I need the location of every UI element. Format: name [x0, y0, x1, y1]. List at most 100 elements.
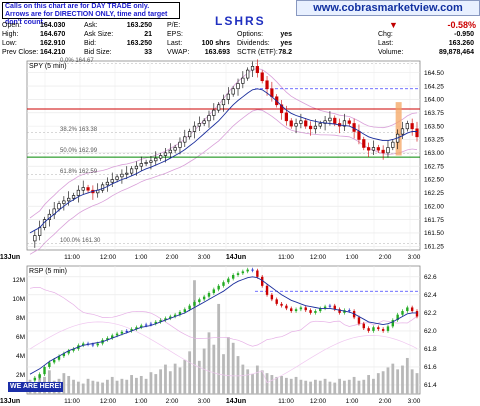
fib-label: 61.8% 162.59	[60, 169, 98, 175]
candle-body	[260, 72, 264, 82]
volume-bar	[125, 379, 129, 394]
rsp-candle-body	[33, 377, 37, 381]
rsp-moving-average-line	[29, 276, 417, 375]
volume-bar	[396, 369, 400, 394]
rsp-candle-body	[275, 299, 278, 304]
candle-body	[212, 109, 216, 116]
candle-body	[33, 235, 37, 242]
candle-body	[38, 227, 42, 236]
rsp-candle-body	[57, 356, 61, 360]
price-tick-label: 162.50	[424, 177, 444, 184]
quote-label: P/E:	[167, 22, 181, 29]
rsp-candle-body	[140, 325, 143, 328]
rsp-candle-body	[241, 271, 245, 274]
quote-label: Volume:	[378, 49, 404, 56]
price-tick-label: 164.50	[424, 70, 444, 77]
highlight-box	[395, 102, 402, 156]
candle-body	[67, 197, 71, 202]
price-tick-label: 162.25	[424, 190, 444, 197]
volume-bar	[405, 357, 409, 394]
volume-bar	[294, 376, 298, 394]
quote-value: 164.030	[40, 22, 66, 29]
volume-bar	[91, 380, 95, 394]
rsp-candle-body	[357, 317, 361, 324]
price-tick-label: 161.25	[424, 243, 444, 250]
volume-bar	[357, 380, 361, 394]
rsp-x-tick-label: 13Jun	[0, 398, 20, 405]
price-x-tick-label: 11:00	[278, 254, 294, 261]
rsp-right-tick-label: 61.4	[424, 382, 437, 389]
volume-bar	[415, 373, 419, 394]
rsp-candle-body	[285, 305, 288, 309]
candle-body	[173, 147, 177, 151]
quote-label: High:	[2, 31, 19, 38]
rsp-candle-body	[48, 362, 51, 367]
rsp-candle-body	[169, 316, 172, 319]
volume-bar	[333, 382, 337, 394]
rsp-candle-body	[348, 310, 351, 312]
rsp-candle-body	[212, 289, 216, 294]
volume-bar	[251, 374, 254, 394]
rsp-candle-body	[309, 310, 312, 313]
price-tick-label: 163.50	[424, 123, 444, 130]
rsp-candle-body	[270, 294, 274, 300]
volume-bar	[314, 379, 317, 394]
rsp-candle-body	[299, 307, 303, 310]
rsp-candle-body	[314, 311, 317, 313]
rsp-candle-body	[290, 308, 293, 312]
volume-bar	[280, 375, 283, 394]
rsp-candle-body	[217, 285, 220, 290]
quote-label: Last:	[167, 40, 183, 47]
moving-average-line	[29, 88, 417, 234]
disclaimer-line-1: Calls on this chart are for DAY TRADE on…	[5, 3, 150, 10]
rsp-candle-body	[294, 309, 298, 312]
quote-value: yes	[280, 40, 292, 47]
volume-bar	[347, 379, 351, 394]
candle-body	[183, 136, 187, 143]
symbol-title: LSHRS	[215, 14, 266, 28]
quote-value: -0.950	[454, 31, 474, 38]
candle-body	[134, 165, 139, 170]
volume-bar	[410, 369, 414, 394]
quote-label: Options:	[237, 31, 264, 38]
volume-bar	[323, 378, 327, 394]
rsp-candle-body	[367, 328, 370, 331]
price-x-tick-label: 1:00	[346, 254, 359, 261]
candle-body	[284, 112, 288, 122]
price-x-tick-label: 13Jun	[0, 254, 20, 261]
candle-body	[362, 139, 366, 148]
volume-bar	[76, 381, 80, 394]
volume-bar	[255, 365, 259, 394]
volume-bar	[372, 378, 375, 394]
rsp-candle-body	[198, 299, 201, 303]
volume-tick-label: 10M	[12, 296, 25, 303]
rsp-x-tick-label: 3:00	[408, 398, 421, 405]
price-x-tick-label: 12:00	[100, 254, 117, 261]
rsp-candle-body	[62, 353, 66, 357]
volume-bar	[86, 378, 90, 394]
candle-body	[192, 125, 197, 132]
rsp-candle-body	[227, 278, 230, 283]
website-link[interactable]: www.cobrasmarketview.com	[296, 0, 480, 16]
quote-label: Ask Size:	[84, 31, 114, 38]
candle-body	[76, 189, 80, 196]
quote-label: EPS:	[167, 31, 183, 38]
candle-body	[81, 187, 85, 191]
volume-tick-label: 2M	[16, 372, 25, 379]
rsp-candle-body	[82, 343, 85, 346]
volume-bar	[120, 378, 124, 394]
rsp-candle-body	[154, 321, 157, 324]
volume-bar	[289, 378, 293, 394]
rsp-x-tick-label: 11:00	[278, 398, 294, 405]
candle-body	[279, 104, 284, 114]
rsp-candle-body	[43, 366, 46, 375]
rsp-candle-body	[231, 275, 235, 279]
candle-body	[100, 184, 105, 191]
candle-body	[86, 187, 90, 191]
candle-body	[188, 131, 192, 138]
price-panel-label: SPY (5 min)	[29, 63, 67, 70]
rsp-candle-body	[188, 305, 191, 310]
quote-label: Ask:	[84, 22, 98, 29]
rsp-x-tick-label: 2:00	[379, 398, 392, 405]
